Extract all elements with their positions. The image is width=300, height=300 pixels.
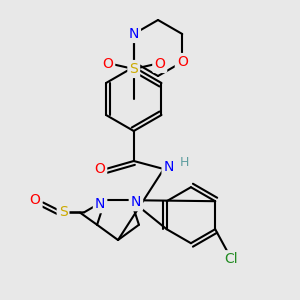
Text: O: O	[102, 57, 113, 71]
Text: O: O	[94, 162, 105, 176]
Text: O: O	[30, 194, 40, 208]
Text: N: N	[131, 195, 141, 209]
Text: S: S	[59, 206, 68, 220]
Text: H: H	[180, 157, 189, 169]
Text: S: S	[129, 62, 138, 76]
Text: N: N	[164, 160, 174, 174]
Text: O: O	[154, 57, 165, 71]
Text: N: N	[95, 197, 105, 211]
Text: Cl: Cl	[224, 252, 238, 266]
Text: N: N	[129, 27, 139, 41]
Text: O: O	[177, 55, 188, 69]
